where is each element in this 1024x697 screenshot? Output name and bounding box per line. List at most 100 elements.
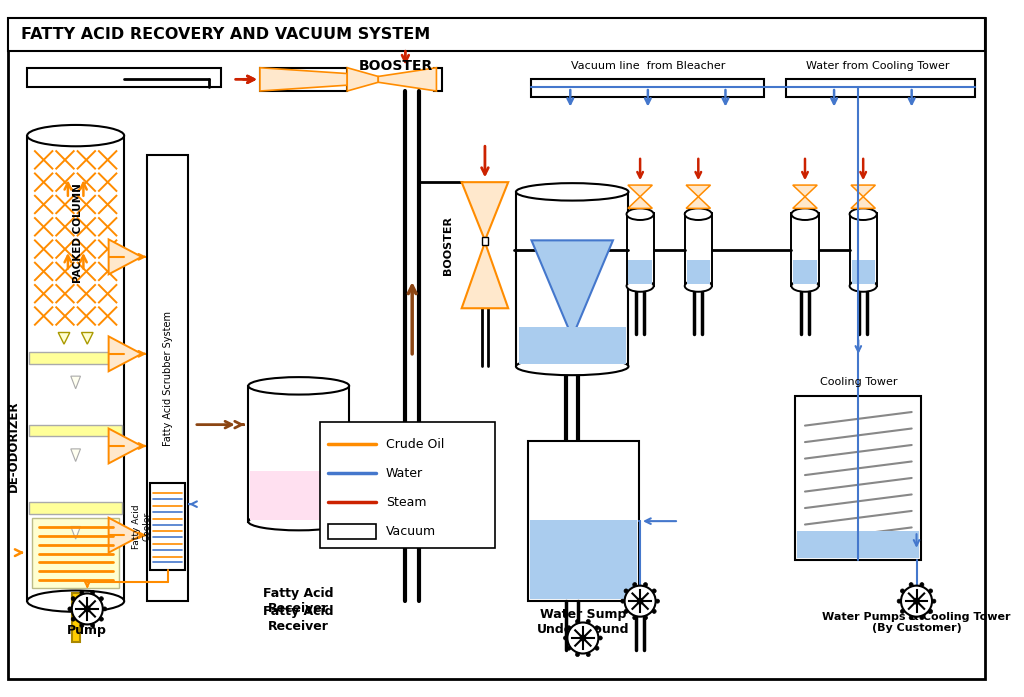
Circle shape	[633, 583, 637, 587]
Polygon shape	[109, 518, 141, 553]
Circle shape	[72, 593, 102, 625]
Text: Water: Water	[386, 466, 423, 480]
Bar	[147, 155, 188, 601]
Ellipse shape	[248, 513, 349, 530]
Text: Water Pumps & Cooling Tower
(By Customer): Water Pumps & Cooling Tower (By Customer…	[822, 612, 1011, 634]
Polygon shape	[260, 68, 347, 91]
Circle shape	[920, 583, 924, 587]
Circle shape	[621, 599, 625, 603]
Circle shape	[920, 615, 924, 620]
Bar	[798, 531, 920, 558]
Text: DE-ODORIZER: DE-ODORIZER	[7, 400, 20, 491]
Bar	[321, 422, 495, 548]
Bar	[434, 68, 442, 91]
Circle shape	[595, 626, 599, 630]
Bar	[527, 441, 639, 601]
Circle shape	[587, 652, 590, 657]
Circle shape	[85, 606, 90, 612]
Circle shape	[929, 609, 933, 613]
Bar	[32, 518, 119, 588]
Polygon shape	[851, 185, 876, 197]
Ellipse shape	[28, 125, 124, 146]
Bar	[482, 238, 487, 245]
Circle shape	[91, 590, 94, 595]
Polygon shape	[378, 68, 436, 91]
Circle shape	[652, 589, 656, 593]
Circle shape	[567, 622, 598, 654]
Circle shape	[72, 597, 75, 601]
Polygon shape	[71, 526, 81, 539]
Circle shape	[102, 607, 106, 611]
Text: Steam: Steam	[386, 496, 427, 509]
Circle shape	[637, 598, 643, 604]
Circle shape	[575, 652, 580, 657]
Ellipse shape	[850, 208, 877, 220]
Circle shape	[900, 609, 904, 613]
Polygon shape	[109, 429, 141, 464]
Polygon shape	[686, 197, 711, 208]
Circle shape	[624, 609, 628, 613]
Bar	[794, 260, 816, 284]
Polygon shape	[793, 197, 817, 208]
Bar	[29, 352, 122, 364]
Text: Fatty Acid
Receiver: Fatty Acid Receiver	[263, 604, 334, 633]
Bar	[260, 68, 347, 91]
Bar	[250, 471, 347, 520]
Polygon shape	[71, 376, 81, 389]
Bar	[627, 213, 653, 286]
Polygon shape	[462, 182, 508, 240]
Text: PACKED COLUMN: PACKED COLUMN	[73, 183, 83, 282]
Bar	[151, 483, 185, 570]
Bar	[852, 260, 874, 284]
Polygon shape	[462, 243, 508, 308]
Circle shape	[909, 615, 913, 620]
Bar	[29, 424, 122, 436]
Circle shape	[901, 585, 932, 617]
Bar	[792, 213, 818, 286]
Circle shape	[909, 583, 913, 587]
Text: FATTY ACID RECOVERY AND VACUUM SYSTEM: FATTY ACID RECOVERY AND VACUUM SYSTEM	[22, 27, 430, 43]
Polygon shape	[793, 185, 817, 197]
Circle shape	[625, 585, 655, 617]
Text: Fatty Acid Scrubber System: Fatty Acid Scrubber System	[163, 311, 173, 445]
Bar	[519, 327, 626, 364]
Polygon shape	[531, 240, 613, 337]
Polygon shape	[347, 68, 378, 91]
Circle shape	[595, 646, 599, 650]
Polygon shape	[82, 332, 93, 344]
Circle shape	[897, 599, 901, 603]
Bar	[629, 260, 651, 284]
Circle shape	[900, 589, 904, 593]
Circle shape	[587, 620, 590, 624]
Ellipse shape	[627, 280, 653, 292]
Circle shape	[598, 636, 602, 640]
Text: Pump: Pump	[68, 624, 108, 637]
Bar	[28, 68, 221, 87]
Circle shape	[567, 626, 570, 630]
Polygon shape	[71, 449, 81, 461]
Circle shape	[567, 646, 570, 650]
Bar	[785, 79, 975, 97]
Circle shape	[643, 615, 647, 620]
Circle shape	[99, 597, 103, 601]
Ellipse shape	[28, 590, 124, 612]
Bar	[29, 503, 122, 514]
Text: Vacuum: Vacuum	[386, 525, 436, 538]
Polygon shape	[58, 332, 70, 344]
Bar	[796, 395, 922, 560]
Circle shape	[80, 590, 84, 595]
Circle shape	[91, 623, 94, 627]
Ellipse shape	[792, 208, 818, 220]
Circle shape	[99, 617, 103, 621]
Ellipse shape	[627, 208, 653, 220]
Ellipse shape	[685, 280, 712, 292]
Text: BOOSTER: BOOSTER	[358, 59, 433, 72]
Bar	[850, 213, 877, 286]
Ellipse shape	[516, 183, 629, 201]
Bar	[72, 593, 80, 642]
Ellipse shape	[248, 377, 349, 395]
Polygon shape	[109, 239, 141, 275]
Circle shape	[80, 623, 84, 627]
Circle shape	[929, 589, 933, 593]
Bar	[531, 79, 764, 97]
